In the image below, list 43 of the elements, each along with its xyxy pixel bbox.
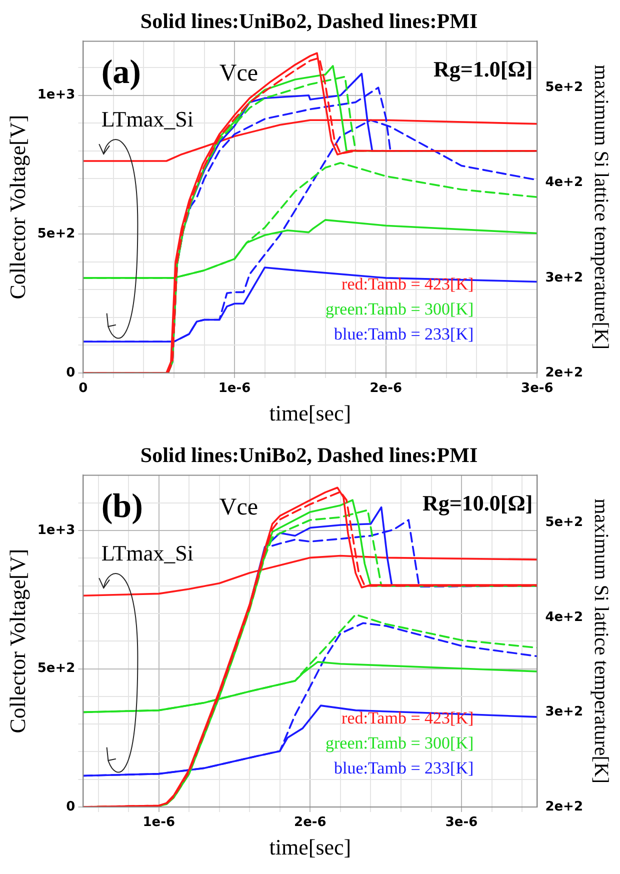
y-tick-label: 5e+2 [37,226,76,242]
y2-tick-label: 3e+2 [545,270,584,286]
annotation: (b) [101,488,143,526]
y2-tick-label: 5e+2 [545,514,584,530]
y2-axis-title: maximum Si lattice temperature[K] [590,498,612,784]
annotation: Vce [219,60,258,87]
y2-tick-label: 5e+2 [545,80,584,96]
y-tick-label: 0 [66,365,76,380]
y2-tick-label: 3e+2 [545,704,584,720]
annotation: red:Tamb = 423[K] [342,708,474,728]
y2-tick-label: 4e+2 [545,610,584,625]
annotation: LTmax_Si [101,540,194,566]
annotation: red:Tamb = 423[K] [342,274,474,294]
x-tick-label: 2e-6 [370,381,402,396]
y-tick-label: 5e+2 [37,661,76,676]
y2-tick-label: 2e+2 [545,799,584,814]
annotation: Vce [219,494,258,521]
annotation: LTmax_Si [101,106,194,132]
y-tick-label: 1e+3 [37,88,76,103]
chart-title: Solid lines:UniBo2, Dashed lines:PMI [140,9,478,34]
x-tick-label: 3e-6 [521,381,554,396]
annotation: Rg=10.0[Ω] [422,490,533,516]
annotation: green:Tamb = 300[K] [326,733,474,752]
chart-title: Solid lines:UniBo2, Dashed lines:PMI [140,443,478,468]
y2-tick-label: 4e+2 [545,175,584,190]
y-tick-label: 1e+3 [37,522,76,538]
x-tick-label: 0 [78,381,88,396]
x-tick-label: 1e-6 [218,381,251,396]
annotation: blue:Tamb = 233[K] [334,758,474,778]
y-tick-label: 0 [66,799,76,814]
y-axis-title: Collector Voltage[V] [4,114,30,300]
x-tick-label: 3e-6 [445,815,478,830]
annotation: green:Tamb = 300[K] [326,299,474,318]
y2-tick-label: 2e+2 [545,365,584,380]
y-axis-title: Collector Voltage[V] [4,548,30,734]
x-axis-title: time[sec] [269,834,352,860]
y2-axis-title: maximum Si lattice temperature[K] [590,64,612,350]
annotation: blue:Tamb = 233[K] [334,324,474,344]
annotation: (a) [101,54,142,92]
x-tick-label: 2e-6 [294,815,326,830]
x-axis-title: time[sec] [269,400,352,426]
annotation: Rg=1.0[Ω] [433,56,533,82]
x-tick-label: 1e-6 [142,815,176,830]
